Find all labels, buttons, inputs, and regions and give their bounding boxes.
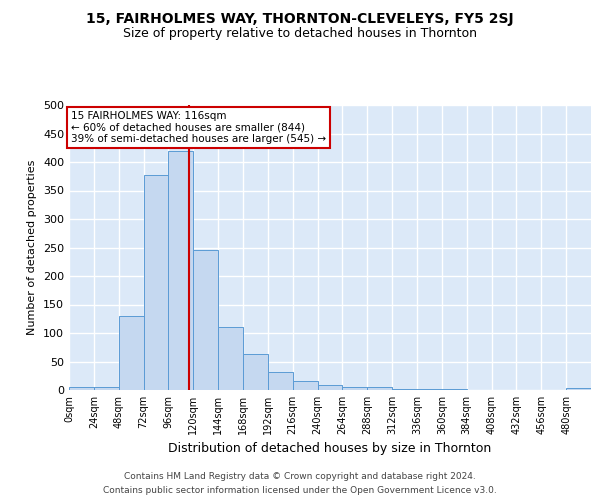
Bar (268, 372, 293, 390)
Text: Size of property relative to detached houses in Thornton: Size of property relative to detached ho… (123, 28, 477, 40)
Bar (343, 386, 367, 390)
Bar (169, 151, 193, 390)
Text: 15 FAIRHOLMES WAY: 116sqm
← 60% of detached houses are smaller (844)
39% of semi: 15 FAIRHOLMES WAY: 116sqm ← 60% of detac… (71, 110, 326, 144)
Bar (293, 381, 317, 390)
Text: Contains public sector information licensed under the Open Government Licence v3: Contains public sector information licen… (103, 486, 497, 495)
Text: Contains HM Land Registry data © Crown copyright and database right 2024.: Contains HM Land Registry data © Crown c… (124, 472, 476, 481)
Bar (392, 389, 417, 390)
Bar (243, 354, 268, 390)
Text: 15, FAIRHOLMES WAY, THORNTON-CLEVELEYS, FY5 2SJ: 15, FAIRHOLMES WAY, THORNTON-CLEVELEYS, … (86, 12, 514, 26)
Bar (69, 387, 94, 390)
Bar (119, 316, 143, 390)
Bar (193, 250, 218, 390)
Y-axis label: Number of detached properties: Number of detached properties (28, 160, 37, 335)
Bar (317, 386, 343, 390)
Bar (143, 175, 169, 390)
X-axis label: Distribution of detached houses by size in Thornton: Distribution of detached houses by size … (169, 442, 491, 456)
Bar (94, 387, 119, 390)
Bar (566, 388, 591, 390)
Bar (218, 328, 243, 390)
Bar (367, 387, 392, 390)
